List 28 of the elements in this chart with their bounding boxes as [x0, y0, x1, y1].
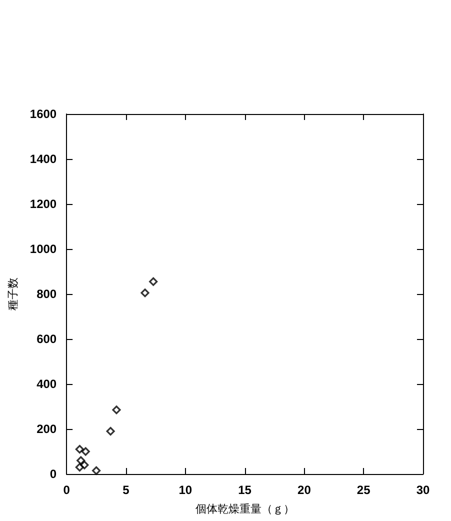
y-tick-label: 1200 [30, 197, 57, 211]
point [149, 277, 158, 286]
x-tick-label: 15 [238, 483, 252, 497]
y-axis-title: 種子数 [8, 278, 20, 310]
y-tick-label: 0 [50, 467, 57, 481]
point [75, 444, 84, 454]
x-tick-label: 20 [298, 483, 312, 497]
point [80, 460, 89, 470]
x-tick-label: 5 [122, 483, 130, 497]
x-tick-label: 30 [416, 483, 430, 497]
point [81, 447, 90, 456]
point [112, 406, 121, 414]
x-tick-label: 0 [63, 483, 70, 497]
y-tick-label: 200 [36, 422, 57, 436]
y-tick-label: 600 [36, 332, 57, 346]
point [76, 456, 86, 465]
x-tick-label: 10 [178, 483, 192, 497]
point [75, 462, 84, 472]
x-axis-title: 個体乾燥重量（ｇ） [195, 502, 294, 516]
point [140, 288, 150, 298]
x-tick-label: 25 [356, 483, 371, 497]
y-tick-label: 1000 [30, 242, 57, 256]
y-tick-label: 800 [36, 287, 57, 301]
y-tick-label: 1600 [30, 107, 57, 121]
y-tick-label: 400 [36, 377, 57, 391]
point [106, 426, 115, 436]
point [92, 466, 101, 475]
y-tick-label: 1400 [30, 152, 57, 166]
